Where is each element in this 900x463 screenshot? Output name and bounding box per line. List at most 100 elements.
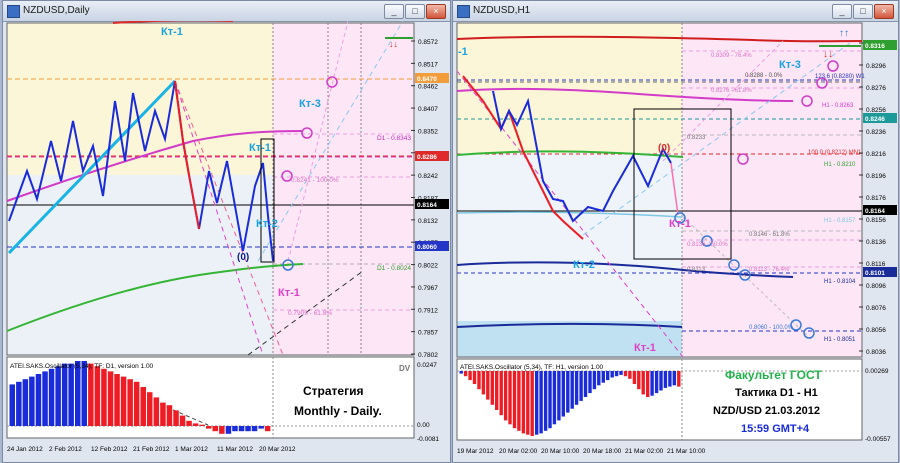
oscillator-bar [107, 371, 114, 426]
price-tick: 0.8132 [418, 218, 438, 225]
price-tick: 0.8572 [418, 39, 438, 46]
chart-window-h1[interactable]: NZDUSD,H1 _ □ × [452, 0, 899, 463]
oscillator-bar [472, 371, 477, 384]
oscillator-bar [588, 371, 592, 394]
chart-icon [7, 5, 20, 18]
level-label: 0.8241 - 100.0% [291, 177, 339, 184]
level-label: D1 - 0.8024 [377, 265, 411, 272]
label-kt1-bottom: Кт-1 [634, 342, 656, 354]
price-tick: 0.8517 [418, 61, 438, 68]
oscillator-bar [623, 371, 628, 377]
svg-text:↓↓: ↓↓ [389, 39, 398, 49]
strategy-subtitle: Monthly - Daily. [294, 404, 382, 418]
oscillator-bar [610, 371, 614, 378]
oscillator-bar [517, 371, 521, 431]
maximize-button[interactable]: □ [405, 4, 425, 19]
date-tick: 24 Jan 2012 [7, 446, 43, 453]
level-label: 0.7909 - 61.8% [288, 310, 332, 317]
level-label: H1 - 0.8157 [824, 218, 856, 224]
price-path-daily [8, 80, 274, 262]
label-kt2: Кт-2 [256, 218, 278, 230]
price-badge-label: 0.8060 [417, 244, 437, 251]
label-kt1: Кт-1 [669, 218, 691, 230]
date-tick: 19 Mar 2012 [457, 448, 494, 455]
oscillator-bar [543, 371, 548, 431]
price-badge-label: 0.8470 [417, 76, 437, 83]
oscillator-bar [75, 361, 81, 426]
price-tick: 0.7857 [418, 330, 438, 337]
faculty-title: Факультет ГОСТ [725, 368, 822, 382]
oscillator-bar [166, 405, 173, 426]
label-zero: (0) [658, 143, 670, 154]
price-badge [863, 205, 897, 215]
chart-window-daily[interactable]: NZDUSD,Daily _ □ × [2, 0, 451, 463]
h1-chart-canvas[interactable]: ↓↓ ↑↑ -1 Кт-3 (0) Кт-1 Кт-2 Кт-1 0.8309 … [453, 21, 898, 462]
oscillator-bar [495, 371, 499, 410]
oscillator-bar [535, 371, 539, 435]
oscillator-bar [101, 368, 107, 426]
price-tick: 0.8242 [418, 173, 438, 180]
oscillator-bar [9, 384, 15, 426]
zone-lightblue [7, 175, 273, 355]
window-titlebar[interactable]: NZDUSD,H1 _ □ × [453, 1, 898, 22]
price-badge-label: 0.8316 [865, 43, 885, 50]
price-tick: 0.7802 [418, 352, 438, 359]
oscillator-bar [212, 426, 218, 432]
price-tick: 0.8196 [866, 173, 886, 180]
price-tick: 0.8076 [866, 305, 886, 312]
window-title: NZDUSD,H1 [473, 5, 531, 16]
price-tick: 0.7967 [418, 285, 438, 292]
oscillator-bar [147, 392, 153, 426]
close-button[interactable]: × [874, 4, 894, 19]
oscillator-bar [654, 371, 659, 394]
level-label: 0.8113 [687, 267, 706, 273]
price-badge [863, 267, 897, 277]
oscillator-bar [632, 371, 637, 384]
oscillator-bar [225, 426, 232, 434]
oscillator-bar [601, 371, 605, 383]
faculty-time: 15:59 GMT+4 [741, 423, 810, 435]
oscillator-bar [199, 424, 205, 426]
daily-chart-canvas[interactable]: ↓↓ Кт-1 Кт-3 Кт-1 Кт-2 (0) Кт-1 D1 - 0.8… [3, 21, 450, 462]
oscillator-bar [512, 371, 517, 429]
oscillator-bar [557, 371, 561, 421]
faculty-tactic: Тактика D1 - H1 [735, 387, 818, 399]
price-scale[interactable]: 0.8316 0.8296 0.8276 0.8256 0.8236 0.8216 0.81… [859, 41, 886, 356]
time-axis: 24 Jan 2012 2 Feb 2012 12 Feb 2012 21 Feb 2… [7, 446, 296, 453]
oscillator-bar [521, 371, 526, 434]
oscillator-bar [628, 371, 632, 379]
price-tick: 0.8407 [418, 106, 438, 113]
minimize-button[interactable]: _ [832, 4, 852, 19]
label-kt2: Кт-2 [573, 259, 595, 271]
price-tick: 0.8276 [866, 85, 886, 92]
price-tick: 0.8256 [866, 107, 886, 114]
oscillator-bar [566, 371, 570, 413]
oscillator-bar [16, 381, 22, 426]
date-tick: 1 Mar 2012 [175, 446, 208, 453]
oscillator-bar [597, 371, 601, 386]
oscillator-bar [232, 426, 238, 432]
price-badge [415, 73, 449, 83]
close-button[interactable]: × [426, 4, 446, 19]
window-titlebar[interactable]: NZDUSD,Daily _ □ × [3, 1, 450, 22]
oscillator-bar [88, 363, 94, 426]
oscillator-bar [251, 426, 258, 432]
oscillator-bar [238, 426, 245, 432]
oscillator-bar [548, 371, 552, 429]
oscillator-bar [526, 371, 530, 435]
oscillator-bar [659, 371, 663, 391]
level-label: H1 - 0.8210 [824, 162, 856, 168]
minimize-button[interactable]: _ [384, 4, 404, 19]
strategy-title: Стратегия [303, 384, 363, 398]
faculty-date: NZD/USD 21.03.2012 [713, 405, 820, 417]
maximize-button[interactable]: □ [853, 4, 873, 19]
oscillator-bar [206, 426, 212, 429]
date-tick: 20 Mar 10:00 [541, 448, 580, 455]
price-badge-label: 0.8101 [865, 270, 885, 277]
price-tick: 0.8462 [418, 84, 438, 91]
oscillator-bar [42, 371, 48, 426]
date-tick: 12 Feb 2012 [91, 446, 128, 453]
zone-pink [273, 23, 414, 355]
oscillator-bar [481, 371, 486, 395]
oscillator-bar [68, 363, 74, 426]
